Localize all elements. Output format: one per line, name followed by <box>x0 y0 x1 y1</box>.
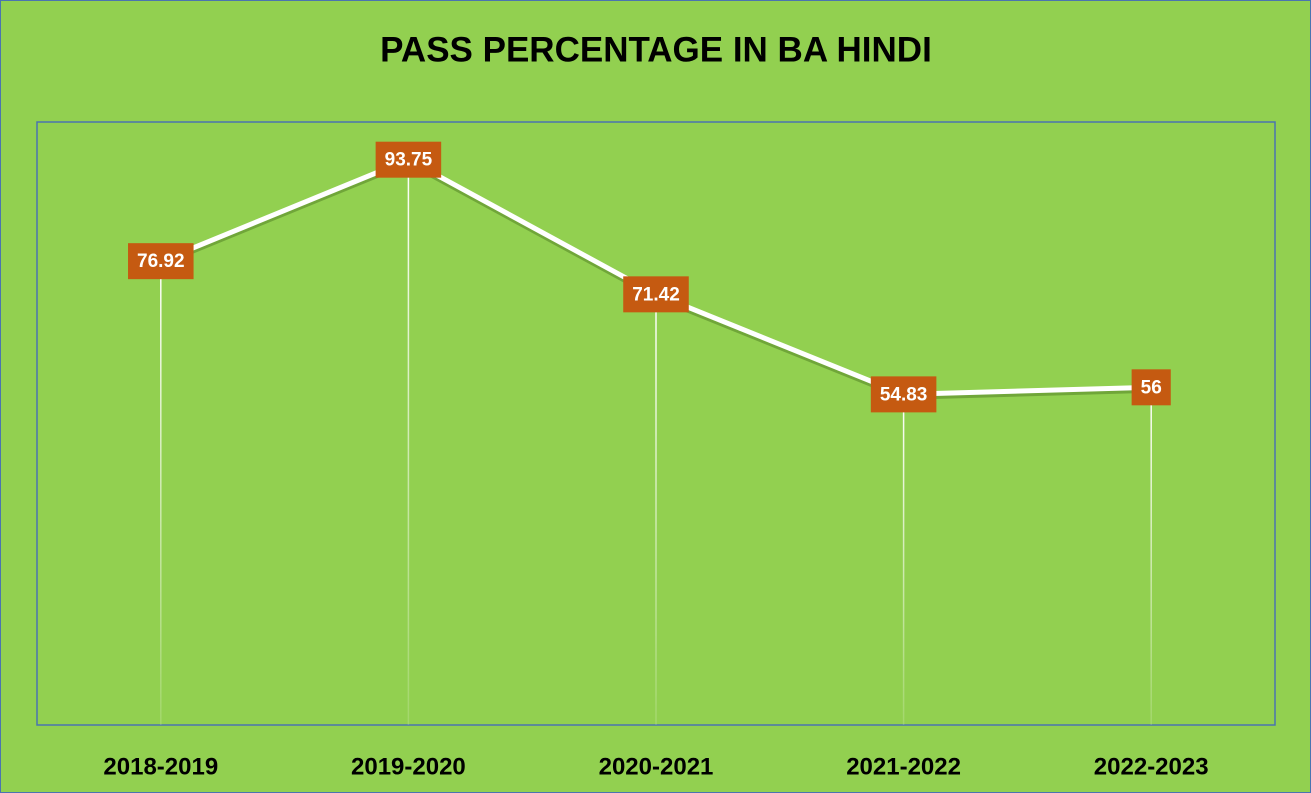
chart-title: PASS PERCENTAGE IN BA HINDI <box>380 30 932 69</box>
x-tick-label: 2018-2019 <box>103 753 218 780</box>
data-label: 93.75 <box>385 150 433 171</box>
data-label-box <box>870 376 937 413</box>
data-label: 56 <box>1141 377 1162 398</box>
data-label-box <box>623 276 689 313</box>
drop-line <box>160 261 162 725</box>
drop-line <box>407 159 410 725</box>
drop-line <box>1150 387 1152 725</box>
data-label: 76.92 <box>137 251 185 272</box>
x-tick-label: 2021-2022 <box>846 753 961 780</box>
x-tick-label: 2022-2023 <box>1094 753 1209 780</box>
x-tick-label: 2019-2020 <box>351 753 466 780</box>
data-label: 54.83 <box>880 384 928 405</box>
drop-line <box>902 394 905 725</box>
data-label: 71.42 <box>632 284 680 305</box>
data-label-box <box>1131 369 1171 406</box>
data-label-box <box>128 243 194 280</box>
drop-line <box>655 294 657 725</box>
x-tick-label: 2020-2021 <box>599 753 714 780</box>
data-label-box <box>375 141 442 178</box>
